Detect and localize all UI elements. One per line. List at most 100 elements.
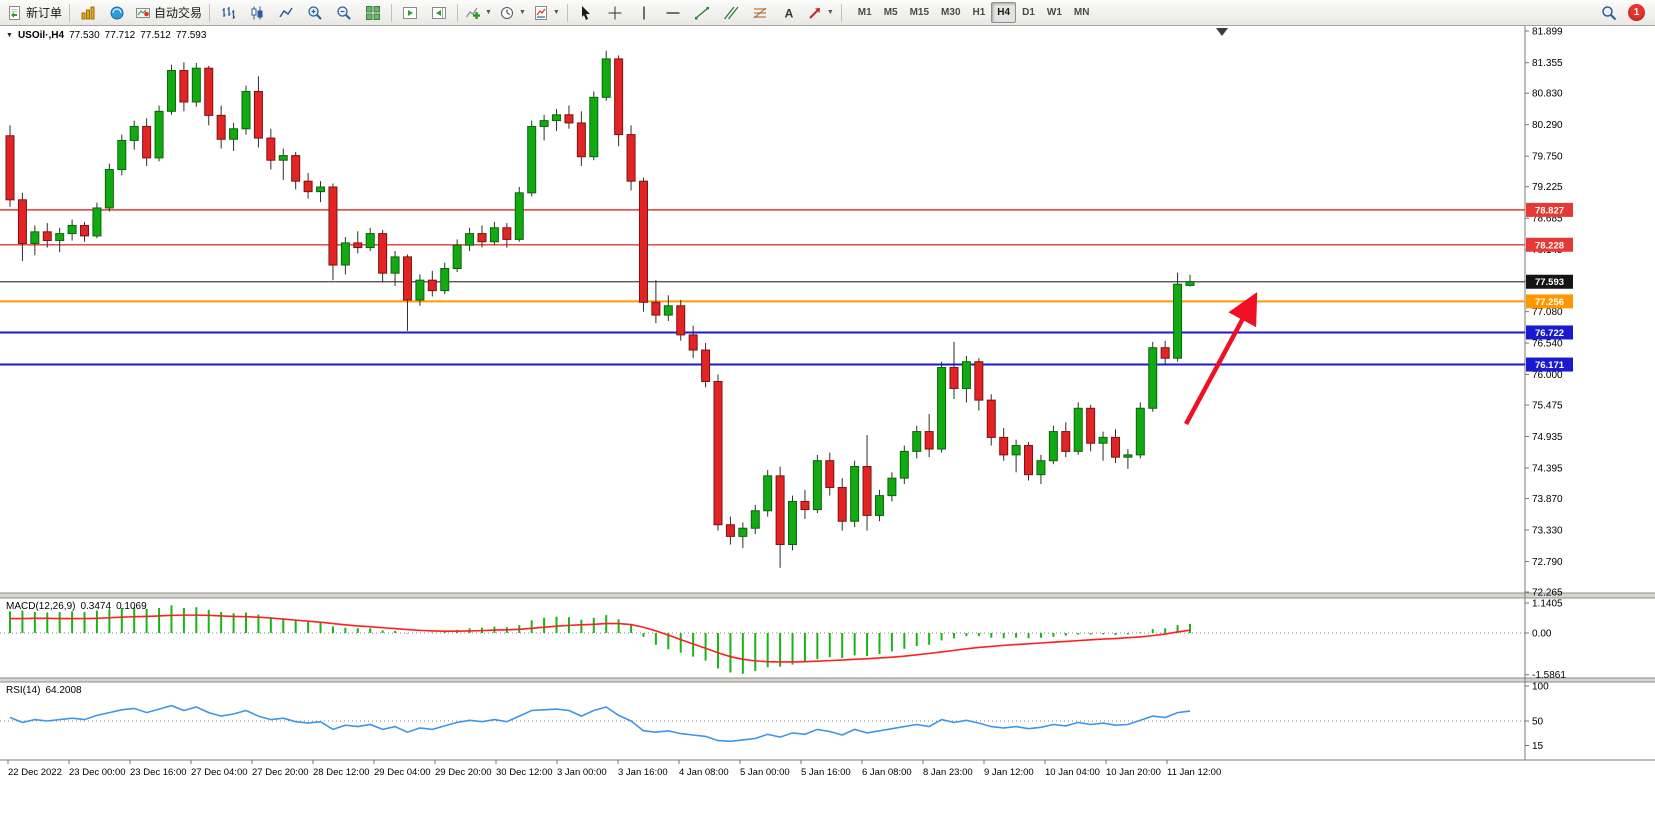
price-axis[interactable]: 81.899 81.355 80.830 80.290 79.750 79.225 78.6… [1525, 27, 1563, 599]
candlestick-chart-button[interactable] [243, 2, 271, 24]
candle-body [812, 460, 822, 511]
timeframe-button-M15[interactable]: M15 [909, 7, 930, 18]
trend-arrow-annotation[interactable] [1184, 292, 1258, 426]
pane-splitter[interactable] [0, 678, 1655, 682]
horizontal-line-tool-button[interactable] [659, 2, 687, 24]
vertical-line-tool-button[interactable] [630, 2, 658, 24]
rsi-indicator-pane[interactable]: 100 50 15 [0, 682, 1549, 753]
notification-badge[interactable]: 1 [1628, 4, 1645, 21]
candle [949, 341, 959, 399]
timeframe-button-D1[interactable]: D1 [1022, 7, 1035, 18]
chart-shift-button[interactable] [425, 2, 453, 24]
fibonacci-tool-button[interactable] [746, 2, 774, 24]
zoom-in-button[interactable] [301, 2, 329, 24]
candle [17, 192, 27, 261]
candle [800, 489, 810, 519]
price-scale-label: 72.265 [1532, 588, 1563, 599]
chart-window[interactable]: 81.899 81.355 80.830 80.290 79.750 79.225 78.6… [0, 26, 1655, 827]
candle [166, 64, 176, 115]
timeframe-button-MN[interactable]: MN [1073, 7, 1090, 18]
rsi-scale-label: 100 [1532, 682, 1549, 693]
macd-indicator-pane[interactable]: 1.1405 0.00 -1.5861 [0, 599, 1566, 682]
candle [303, 173, 313, 199]
time-scale-label: 3 Jan 16:00 [618, 767, 668, 778]
candle [104, 163, 114, 212]
candle [1036, 454, 1046, 484]
price-badge [1526, 274, 1573, 289]
candle [775, 466, 785, 568]
pane-splitter[interactable] [0, 593, 1655, 598]
text-tool-button[interactable]: A [775, 2, 803, 24]
price-scale-label: 80.830 [1532, 89, 1563, 100]
candle-body [266, 137, 276, 161]
arrows-tool-button[interactable]: ▼ [804, 2, 837, 24]
candle-body [229, 128, 239, 140]
channel-tool-button[interactable] [717, 2, 745, 24]
timeframe-button-M30[interactable]: M30 [941, 7, 961, 18]
candle [440, 262, 450, 295]
candle-body [937, 367, 947, 450]
time-axis[interactable]: 22 Dec 2022 23 Dec 00:00 23 Dec 16:00 27 De… [7, 760, 1221, 778]
macd-main-value: 0.3474 [80, 601, 112, 612]
crosshair-tool-button[interactable] [601, 2, 629, 24]
cursor-tool-button[interactable] [572, 2, 600, 24]
candle [1185, 274, 1195, 287]
candle [42, 223, 52, 248]
tile-windows-icon [366, 5, 381, 20]
auto-scroll-button[interactable] [396, 2, 424, 24]
timeframe-button-W1[interactable]: W1 [1046, 7, 1062, 18]
candle [1011, 439, 1021, 473]
trendline-tool-button[interactable] [688, 2, 716, 24]
templates-menu-button[interactable]: ▼ [530, 2, 563, 24]
autotrading-button[interactable]: 自动交易 [132, 2, 205, 24]
search-button[interactable] [1595, 2, 1623, 24]
candle-body [850, 466, 860, 522]
candle-body [638, 180, 648, 303]
timeframe-button-H1[interactable]: H1 [972, 7, 986, 18]
candle [117, 134, 127, 176]
zoom-out-button[interactable] [330, 2, 358, 24]
candle-body [316, 186, 326, 193]
timeframe-button-M5[interactable]: M5 [883, 7, 898, 18]
candle [1073, 402, 1083, 455]
price-badge [1526, 294, 1573, 309]
collapse-icon[interactable]: ▼ [6, 32, 13, 39]
candle [266, 128, 276, 170]
bar-chart-button[interactable] [214, 2, 242, 24]
navigator-button[interactable] [103, 2, 131, 24]
candle-body [278, 155, 288, 161]
candle [316, 181, 326, 203]
time-scale-label: 10 Jan 04:00 [1045, 767, 1100, 778]
svg-text:A: A [785, 6, 794, 20]
time-scale-label: 3 Jan 00:00 [557, 767, 607, 778]
candle-body [80, 224, 90, 237]
timeframe-button-H4[interactable]: H4 [991, 2, 1017, 23]
chevron-down-icon: ▼ [552, 9, 560, 16]
candle [5, 125, 15, 207]
symbol-title: USOil·,H4 [17, 30, 65, 41]
candle-body [825, 460, 835, 488]
candle-body [328, 186, 338, 266]
candle-body [539, 120, 549, 127]
text-icon: A [785, 6, 794, 20]
candle [912, 425, 922, 459]
tile-windows-button[interactable] [359, 2, 387, 24]
indicators-menu-button[interactable]: ▼ [462, 2, 495, 24]
chart-canvas[interactable]: 81.899 81.355 80.830 80.290 79.750 79.225 78.6… [0, 26, 1655, 827]
zoom-out-icon [337, 5, 351, 20]
line-chart-button[interactable] [272, 2, 300, 24]
price-badge-label: 78.228 [1535, 240, 1564, 251]
timeframe-button-M1[interactable]: M1 [857, 7, 872, 18]
template-icon [534, 5, 547, 20]
candle [502, 223, 512, 248]
zoom-in-icon [308, 5, 322, 20]
chart-shift-marker[interactable] [1216, 28, 1228, 36]
charts-window-button[interactable] [74, 2, 102, 24]
new-order-button[interactable]: 新订单 [4, 2, 65, 24]
periods-menu-button[interactable]: ▼ [496, 2, 529, 24]
rsi-label: RSI(14) 64.2008 [6, 685, 82, 696]
candle [1173, 272, 1183, 362]
candle [974, 358, 984, 411]
candlestick-chart-icon [251, 6, 263, 19]
